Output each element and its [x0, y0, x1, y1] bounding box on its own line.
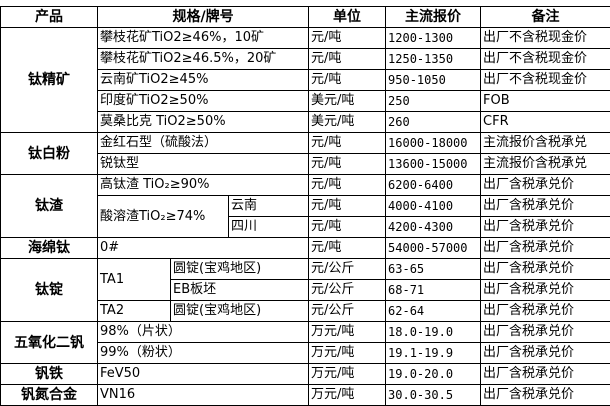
unit-cell: 元/吨 [309, 175, 386, 196]
price-cell: 19.0-20.0 [386, 364, 481, 385]
spec-cell: 98%（片状） [98, 322, 309, 343]
spec-cell: VN16 [98, 385, 309, 406]
spec-cell: 0# [98, 238, 309, 259]
unit-cell: 万元/吨 [309, 364, 386, 385]
price-cell: 30.0-30.5 [386, 385, 481, 406]
unit-cell: 元/吨 [309, 28, 386, 49]
note-cell: 主流报价含税承兑 [481, 133, 610, 154]
header-spec: 规格/牌号 [98, 7, 309, 28]
price-cell: 1200-1300 [386, 28, 481, 49]
note-cell: 出厂含税承兑价 [481, 301, 610, 322]
note-cell: 出厂含税承兑价 [481, 238, 610, 259]
header-note: 备注 [481, 7, 610, 28]
header-row: 产品 规格/牌号 单位 主流报价 备注 [1, 7, 610, 28]
note-cell: CFR [481, 112, 610, 133]
price-cell: 62-64 [386, 301, 481, 322]
note-cell: 出厂含税承兑价 [481, 175, 610, 196]
header-price: 主流报价 [386, 7, 481, 28]
product-name: 钛白粉 [1, 133, 98, 175]
unit-cell: 万元/吨 [309, 343, 386, 364]
product-name: 钛锭 [1, 259, 98, 322]
price-cell: 4000-4100 [386, 196, 481, 217]
spec-cell: 圆锭(宝鸡地区) [171, 259, 309, 280]
spec-cell: 云南矿TiO2≥45% [98, 70, 309, 91]
unit-cell: 元/吨 [309, 238, 386, 259]
origin-cell: 四川 [229, 217, 309, 238]
spec-cell: 金红石型（硫酸法） [98, 133, 309, 154]
note-cell: 出厂含税承兑价 [481, 217, 610, 238]
price-cell: 54000-57000 [386, 238, 481, 259]
price-cell: 68-71 [386, 280, 481, 301]
note-cell: 出厂不含税现金价 [481, 28, 610, 49]
origin-cell: 云南 [229, 196, 309, 217]
price-cell: 6200-6400 [386, 175, 481, 196]
price-cell: 950-1050 [386, 70, 481, 91]
spec-cell: 圆锭(宝鸡地区) [171, 301, 309, 322]
spec-cell: 锐钛型 [98, 154, 309, 175]
price-cell: 260 [386, 112, 481, 133]
note-cell: 主流报价含税承兑 [481, 154, 610, 175]
spec-cell: 攀枝花矿TiO2≥46.5%，20矿 [98, 49, 309, 70]
note-cell: 出厂含税承兑价 [481, 259, 610, 280]
unit-cell: 万元/吨 [309, 385, 386, 406]
note-cell: 出厂不含税现金价 [481, 49, 610, 70]
spec-cell: FeV50 [98, 364, 309, 385]
unit-cell: 元/公斤 [309, 259, 386, 280]
price-cell: 250 [386, 91, 481, 112]
price-cell: 16000-18000 [386, 133, 481, 154]
grade-cell: TA1 [98, 259, 171, 301]
header-unit: 单位 [309, 7, 386, 28]
note-cell: FOB [481, 91, 610, 112]
price-cell: 1250-1350 [386, 49, 481, 70]
unit-cell: 元/吨 [309, 70, 386, 91]
price-cell: 4200-4300 [386, 217, 481, 238]
product-name: 钒氮合金 [1, 385, 98, 406]
unit-cell: 美元/吨 [309, 91, 386, 112]
unit-cell: 美元/吨 [309, 112, 386, 133]
note-cell: 出厂含税承兑价 [481, 280, 610, 301]
unit-cell: 元/吨 [309, 133, 386, 154]
product-name: 钛精矿 [1, 28, 98, 133]
product-name: 钒铁 [1, 364, 98, 385]
unit-cell: 元/吨 [309, 154, 386, 175]
unit-cell: 万元/吨 [309, 322, 386, 343]
note-cell: 出厂含税承兑价 [481, 196, 610, 217]
price-table: 产品 规格/牌号 单位 主流报价 备注 钛精矿攀枝花矿TiO2≥46%，10矿元… [0, 6, 610, 406]
spec-cell: EB板坯 [171, 280, 309, 301]
price-cell: 63-65 [386, 259, 481, 280]
note-cell: 出厂含税承兑价 [481, 364, 610, 385]
note-cell: 出厂含税承兑价 [481, 322, 610, 343]
unit-cell: 元/吨 [309, 49, 386, 70]
product-name: 五氧化二钒 [1, 322, 98, 364]
product-name: 海绵钛 [1, 238, 98, 259]
spec-cell: 99%（粉状） [98, 343, 309, 364]
header-product: 产品 [1, 7, 98, 28]
unit-cell: 元/吨 [309, 196, 386, 217]
product-name: 钛渣 [1, 175, 98, 238]
price-cell: 19.1-19.9 [386, 343, 481, 364]
price-cell: 13600-15000 [386, 154, 481, 175]
note-cell: 出厂含税承兑价 [481, 385, 610, 406]
spec-cell: 印度矿TiO2≥50% [98, 91, 309, 112]
price-cell: 18.0-19.0 [386, 322, 481, 343]
unit-cell: 元/公斤 [309, 301, 386, 322]
spec-cell: 高钛渣 TiO₂≥90% [98, 175, 309, 196]
spec-cell: 酸溶渣TiO₂≥74% [98, 196, 229, 238]
note-cell: 出厂不含税现金价 [481, 70, 610, 91]
note-cell: 出厂含税承兑价 [481, 343, 610, 364]
unit-cell: 元/公斤 [309, 280, 386, 301]
unit-cell: 元/吨 [309, 217, 386, 238]
spec-cell: 莫桑比克 TiO2≥50% [98, 112, 309, 133]
grade-cell: TA2 [98, 301, 171, 322]
spec-cell: 攀枝花矿TiO2≥46%，10矿 [98, 28, 309, 49]
